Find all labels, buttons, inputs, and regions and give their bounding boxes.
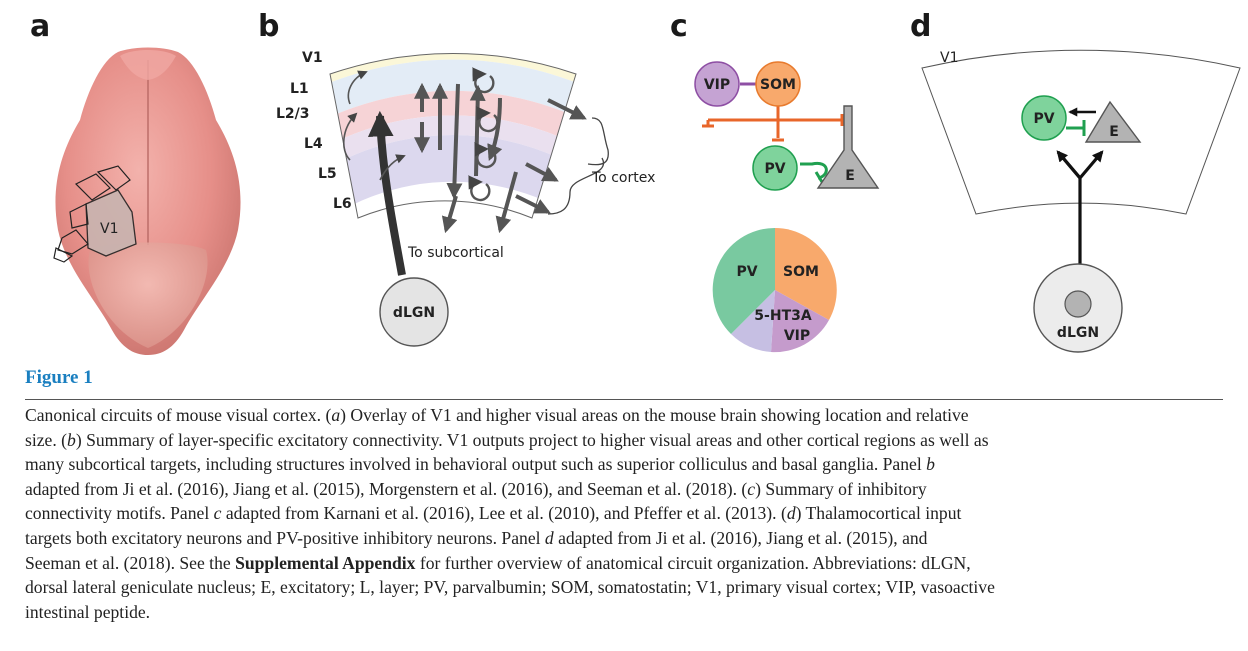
pv-node [752, 145, 798, 191]
som-node [755, 61, 801, 107]
layer-l23-band [330, 59, 576, 132]
dlgn-node [379, 277, 449, 347]
pie-slice-som [775, 228, 837, 320]
panel-a: a V1 [30, 9, 241, 355]
inhibitory-connections [702, 104, 844, 142]
e-node-label: E [845, 168, 855, 184]
pie-slice-vip [771, 290, 829, 353]
layer-label-v1: V1 [302, 50, 323, 66]
panel-c: c VIP SOM PV E PV SOM 5-HT3A VIP [670, 9, 880, 353]
layer-label-l4: L4 [304, 136, 323, 152]
caption-divider [25, 399, 1223, 400]
layer-l4-band [330, 90, 576, 162]
v1-label: V1 [100, 221, 118, 237]
panel-d: d V1 PV E dLGN [910, 9, 1241, 353]
caption-line: targets both excitatory neurons and PV-p… [25, 527, 928, 548]
panel-b-letter: b [258, 9, 279, 44]
pie-label-vip: VIP [784, 328, 810, 344]
layer-l6-band [330, 135, 576, 218]
pv-to-e-inhibition-d [1066, 120, 1086, 136]
layer-label-l6: L6 [333, 196, 352, 212]
cortex-brace [547, 117, 609, 215]
pie-label-som: SOM [783, 264, 819, 280]
caption-line: many subcortical targets, including stru… [25, 454, 935, 475]
pv-node-d-label: PV [1033, 111, 1054, 127]
caption-line: adapted from Ji et al. (2016), Jiang et … [25, 478, 927, 499]
excitatory-neuron-d [1084, 100, 1142, 143]
vip-node [694, 61, 740, 107]
panel-d-letter: d [910, 9, 931, 44]
excitatory-arrows [343, 70, 587, 276]
to-subcortical-label: To subcortical [407, 245, 504, 261]
mouse-brain-image [55, 47, 241, 355]
pv-node-label: PV [764, 161, 785, 177]
figure-title: Figure 1 [25, 367, 93, 388]
caption-line: dorsal lateral geniculate nucleus; E, ex… [25, 577, 995, 598]
panel-b: b V1 L1 L2/3 L4 L5 L6 [258, 9, 655, 347]
v1-overlay: V1 [53, 165, 137, 263]
pie-slice-pv [712, 227, 775, 334]
caption-line: size. (b) Summary of layer-specific exci… [25, 429, 989, 450]
e-node-d-label: E [1109, 124, 1119, 140]
pie-label-5ht3a: 5-HT3A [754, 308, 812, 324]
pie-label-pv: PV [736, 264, 757, 280]
v1-sector [921, 49, 1241, 215]
panel-a-letter: a [30, 9, 50, 44]
pie-slice-5ht3a [731, 290, 775, 352]
recurrent-loop-icons [468, 67, 499, 202]
dlgn-label-d: dLGN [1057, 325, 1099, 341]
dlgn-label: dLGN [393, 305, 435, 321]
loop-icon [474, 142, 497, 169]
figure-caption: Canonical circuits of mouse visual corte… [25, 403, 1235, 624]
layer-label-l23: L2/3 [276, 106, 310, 122]
loop-icon [472, 67, 495, 94]
figure-1-panels: a V1 b V1 L1 L2/3 L4 [30, 9, 1241, 355]
dlgn-neuron-d [1064, 290, 1092, 318]
excitatory-neuron [816, 105, 880, 189]
to-cortex-label: To cortex [591, 170, 655, 186]
vip-node-label: VIP [704, 77, 730, 93]
loop-icon [476, 106, 499, 133]
pv-node-d [1021, 95, 1067, 141]
layer-label-l5: L5 [318, 166, 337, 182]
loop-icon [468, 175, 491, 202]
som-node-label: SOM [760, 77, 796, 93]
interneuron-pie-chart: PV SOM 5-HT3A VIP [712, 227, 837, 353]
supplemental-appendix-link[interactable]: Supplemental Appendix [235, 552, 416, 573]
caption-line: connectivity motifs. Panel c adapted fro… [25, 503, 962, 524]
caption-line: intestinal peptide. [25, 601, 151, 622]
panel-c-letter: c [670, 9, 688, 44]
caption-line: Canonical circuits of mouse visual corte… [25, 405, 969, 425]
pv-to-e-inhibition [800, 161, 828, 183]
layer-label-l1: L1 [290, 81, 309, 97]
caption-line: Seeman et al. (2018). See the Supplement… [25, 552, 971, 573]
v1-area-label: V1 [940, 50, 958, 66]
